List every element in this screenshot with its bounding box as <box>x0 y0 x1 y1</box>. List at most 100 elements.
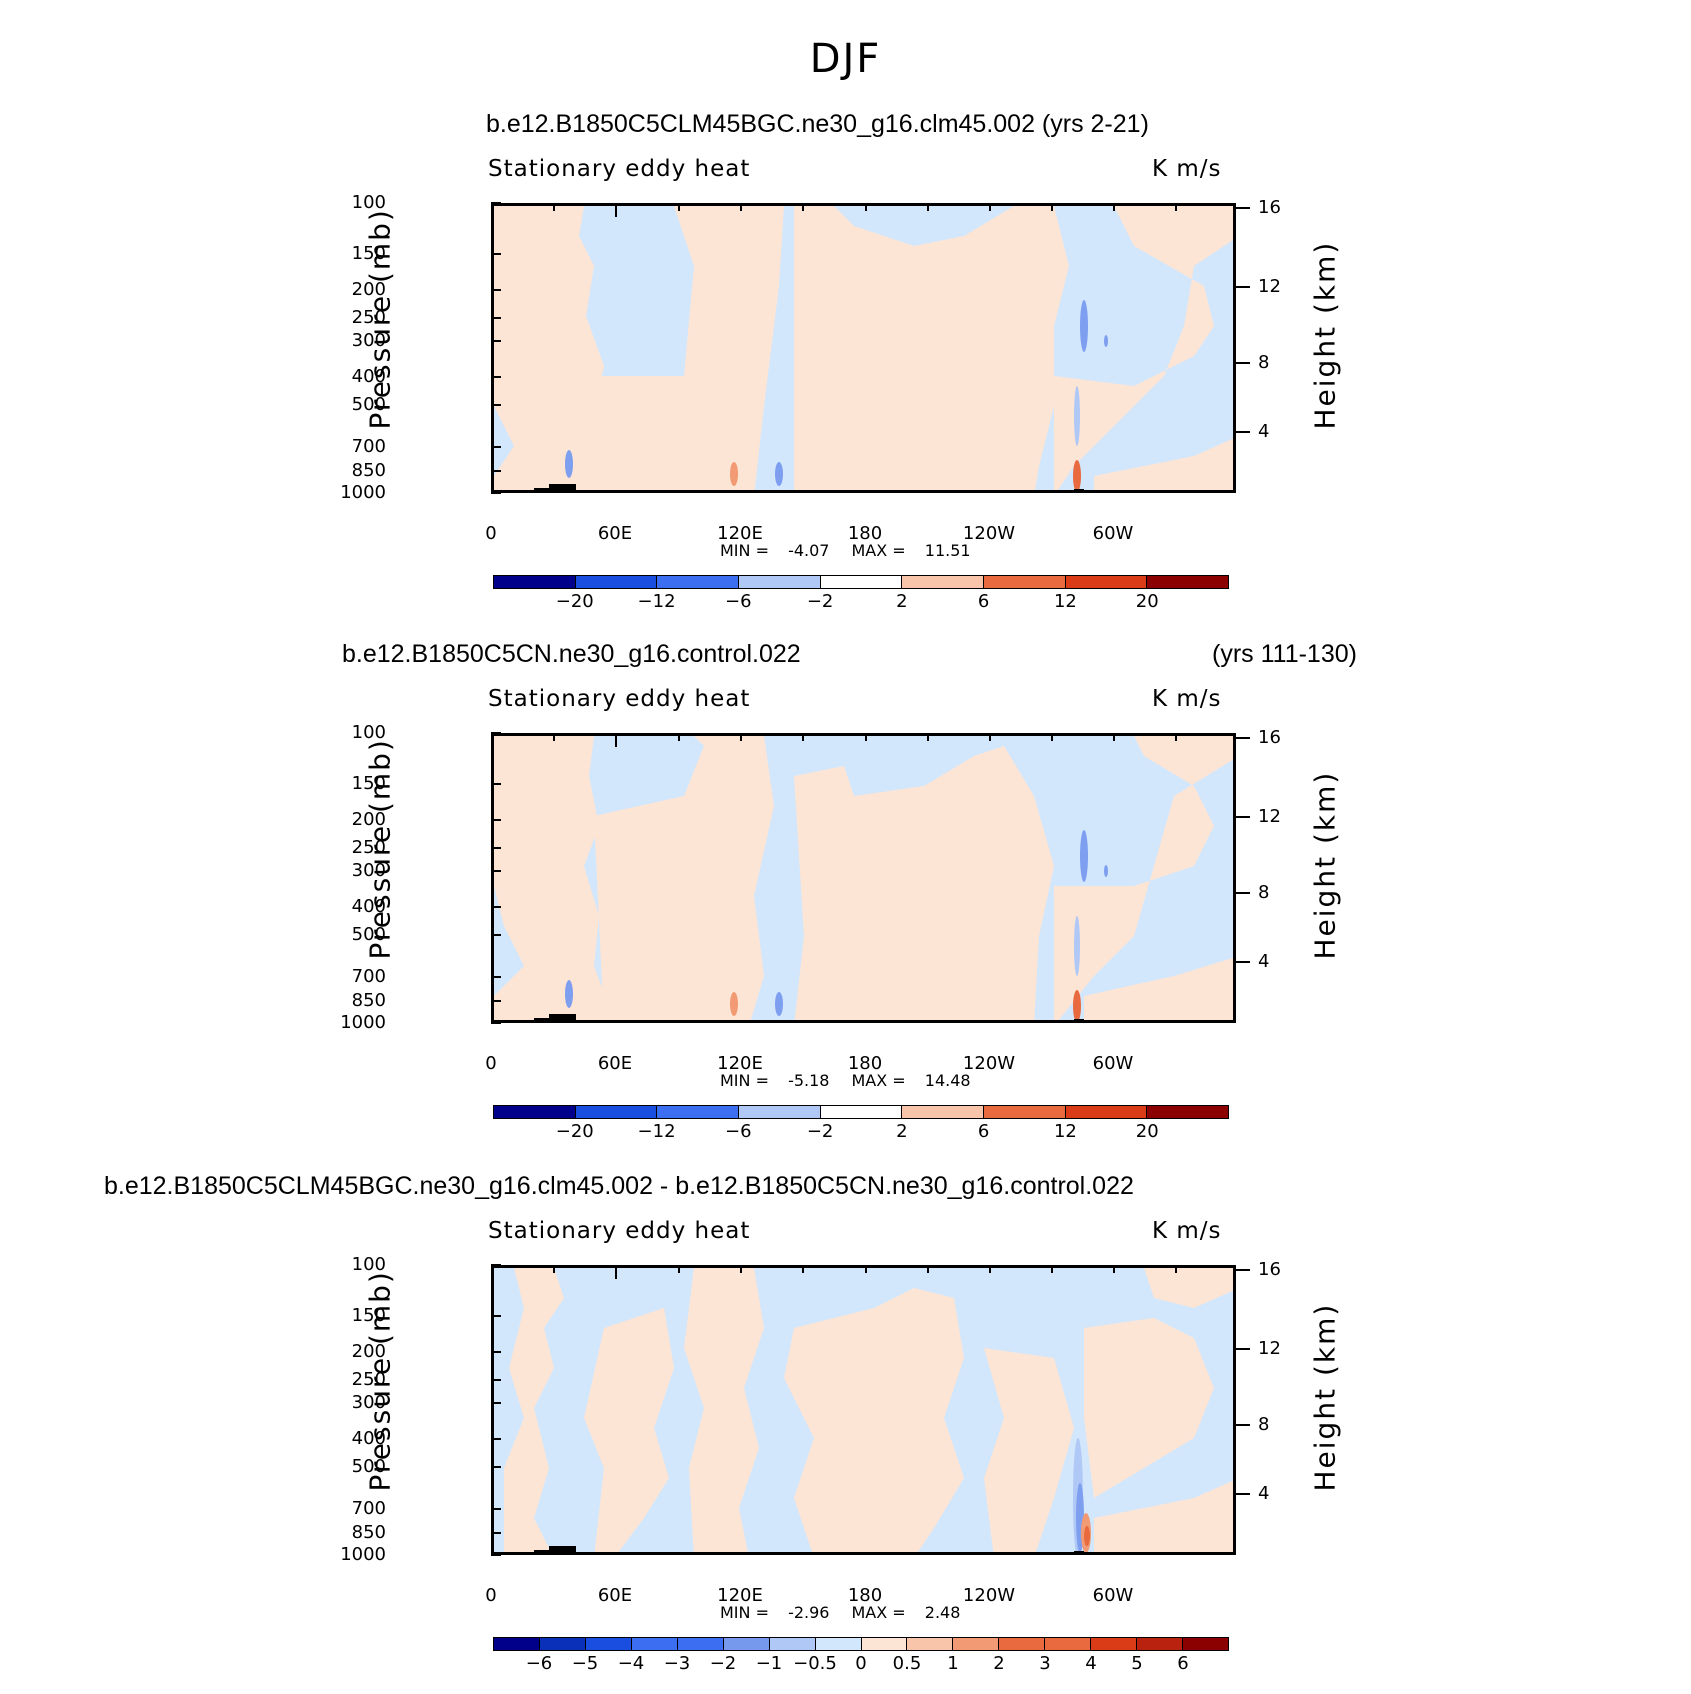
colorbar-box <box>1065 576 1148 588</box>
y-tick-label: 300 <box>351 1392 386 1413</box>
colorbar-box <box>902 576 985 588</box>
plot-subtitle: Stationary eddy heat <box>488 686 751 712</box>
y-tick <box>491 1351 501 1353</box>
y2-axis-title: Height (km) <box>1308 240 1342 430</box>
y-tick-label: 150 <box>351 243 386 264</box>
plot-subtitle: Stationary eddy heat <box>488 156 751 182</box>
y-tick <box>491 783 501 785</box>
y-tick-label: 850 <box>351 990 386 1011</box>
years-label: (yrs 111-130) <box>1212 640 1357 668</box>
colorbar-label: −2 <box>709 1653 737 1674</box>
y-tick-label: 100 <box>351 192 386 213</box>
y-tick-label: 850 <box>351 460 386 481</box>
colorbar-box <box>494 1638 540 1650</box>
colorbar-label: −3 <box>663 1653 691 1674</box>
colorbar-label: −6 <box>525 1653 553 1674</box>
units-label: K m/s <box>1152 156 1222 182</box>
y-tick <box>491 934 501 936</box>
x-top-tick <box>491 203 493 217</box>
y-tick <box>491 470 501 472</box>
colorbar-label: 0 <box>855 1653 867 1674</box>
positive-anomaly-core <box>1084 1526 1090 1546</box>
colorbar-box <box>1183 1638 1228 1650</box>
x-tick-label: 120W <box>962 523 1016 544</box>
y-tick <box>491 1532 501 1534</box>
colorbar-box <box>575 1106 658 1118</box>
colorbar-box <box>999 1638 1046 1650</box>
colorbar-box <box>739 576 821 588</box>
contour-field <box>494 1268 1233 1552</box>
positive-contour-region <box>1054 206 1233 490</box>
y-tick-label: 200 <box>351 279 386 300</box>
x-top-tick <box>865 203 867 211</box>
x-top-tick <box>1051 1265 1053 1273</box>
min-label: MIN = <box>720 541 775 560</box>
contour-plot-area <box>491 1265 1236 1555</box>
y-tick-label: 1000 <box>340 482 386 503</box>
max-value: 2.48 <box>924 1603 961 1622</box>
positive-contour-region <box>874 246 1049 336</box>
negative-anomaly-streak <box>565 980 573 1008</box>
case-title: b.e12.B1850C5CLM45BGC.ne30_g16.clm45.002… <box>486 110 1149 138</box>
y-tick-label: 400 <box>351 896 386 917</box>
colorbar-box <box>902 1106 985 1118</box>
colorbar-box <box>1065 1106 1148 1118</box>
x-tick-label: 60E <box>597 523 633 544</box>
colorbar-box <box>585 1638 632 1650</box>
colorbar-label: −20 <box>555 1121 594 1142</box>
y-tick <box>491 732 501 734</box>
colorbar-label: 6 <box>1177 1653 1189 1674</box>
positive-contour-region <box>984 1348 1074 1552</box>
positive-anomaly-streak <box>730 462 738 486</box>
x-top-tick <box>491 733 493 747</box>
min-max-readout: MIN = -2.96 MAX = 2.48 <box>720 1603 960 1622</box>
negative-anomaly-streak <box>565 450 573 478</box>
y-tick <box>491 1022 501 1024</box>
x-tick-label: 120E <box>717 1053 763 1074</box>
min-label: MIN = <box>720 1071 775 1090</box>
colorbar-label: −0.5 <box>793 1653 837 1674</box>
y-tick-label: 500 <box>351 394 386 415</box>
x-top-tick <box>927 203 929 211</box>
positive-anomaly-core <box>1073 990 1081 1020</box>
x-top-tick <box>1175 1265 1177 1273</box>
positive-contour-region <box>1144 1268 1233 1308</box>
colorbar-label: −4 <box>617 1653 645 1674</box>
y-tick-label: 1000 <box>340 1012 386 1033</box>
y-tick-label: 100 <box>351 1254 386 1275</box>
y-tick-label: 700 <box>351 1498 386 1519</box>
colorbar-box <box>657 1106 740 1118</box>
x-top-tick <box>865 733 867 741</box>
y-tick <box>491 376 501 378</box>
y-tick-label: 200 <box>351 1341 386 1362</box>
min-max-readout: MIN = -4.07 MAX = 11.51 <box>720 541 971 560</box>
colorbar-label: 1 <box>947 1653 959 1674</box>
contour-field <box>494 206 1233 490</box>
colorbar-box <box>984 576 1066 588</box>
positive-contour-region <box>1084 1318 1214 1498</box>
x-top-tick <box>740 733 742 741</box>
case-title: b.e12.B1850C5CLM45BGC.ne30_g16.clm45.002… <box>104 1172 1134 1200</box>
positive-contour-region <box>494 736 613 1020</box>
x-top-tick <box>740 203 742 211</box>
y-tick-label: 250 <box>351 307 386 328</box>
y2-tick <box>1236 286 1250 288</box>
y-tick <box>491 1554 501 1556</box>
y2-tick <box>1236 362 1250 364</box>
y-tick <box>491 446 501 448</box>
y-tick-label: 1000 <box>340 1544 386 1565</box>
y-tick-label: 300 <box>351 330 386 351</box>
colorbar-box <box>953 1638 1000 1650</box>
colorbar-label: 20 <box>1135 591 1159 612</box>
colorbar-box <box>631 1638 678 1650</box>
max-value: 14.48 <box>924 1071 971 1090</box>
colorbar-box <box>821 576 903 588</box>
colorbar-box <box>1045 1638 1092 1650</box>
y-tick <box>491 1264 501 1266</box>
x-top-tick <box>1175 203 1177 211</box>
x-tick-label: 180 <box>847 1053 883 1074</box>
x-top-tick <box>553 203 555 211</box>
colorbar <box>493 575 1229 589</box>
contour-field <box>494 736 1233 1020</box>
x-tick-label: 60W <box>1092 1053 1134 1074</box>
